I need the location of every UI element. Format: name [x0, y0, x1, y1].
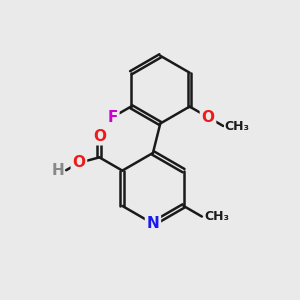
- Text: CH₃: CH₃: [204, 210, 229, 223]
- Text: H: H: [52, 163, 65, 178]
- Text: CH₃: CH₃: [225, 119, 250, 133]
- Text: N: N: [147, 216, 159, 231]
- Text: O: O: [72, 155, 86, 170]
- Text: O: O: [202, 110, 214, 125]
- Text: F: F: [107, 110, 118, 125]
- Text: O: O: [93, 129, 106, 144]
